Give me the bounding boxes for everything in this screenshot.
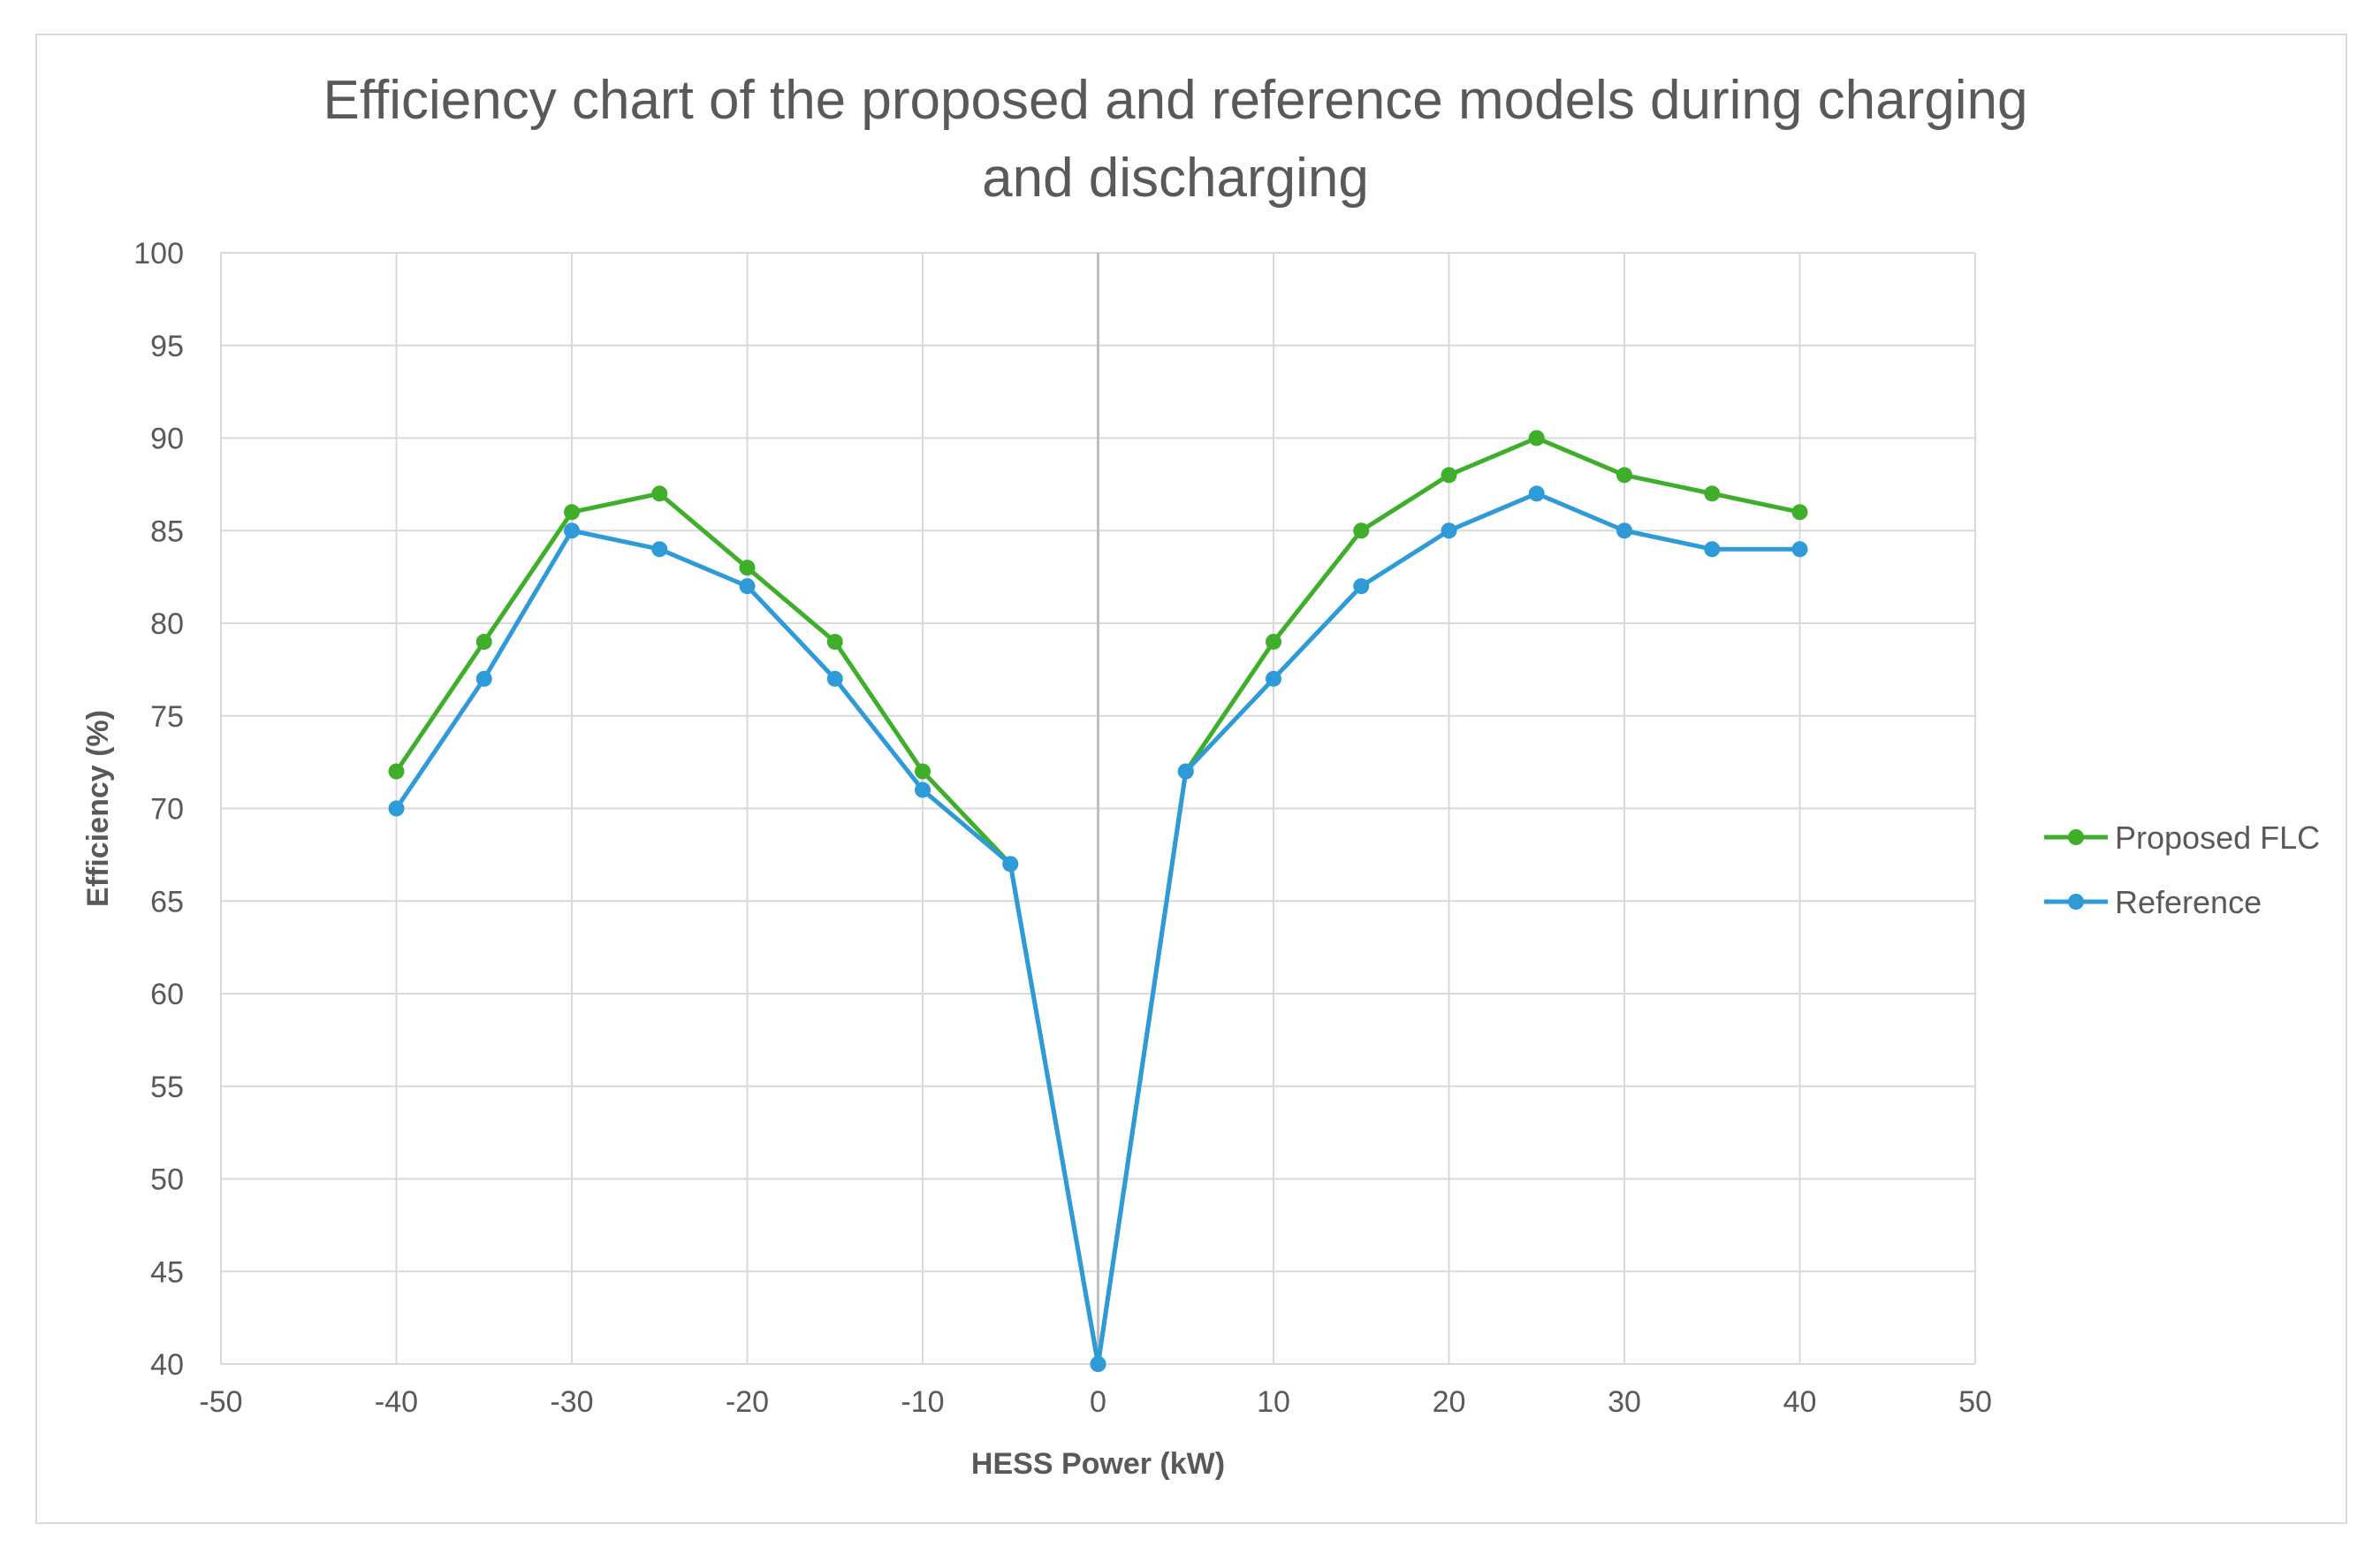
- y-tick-label-55: 55: [150, 1071, 184, 1104]
- data-point-reference-5: [826, 670, 843, 687]
- x-tick-label--10: -10: [901, 1385, 944, 1419]
- y-tick-label-95: 95: [150, 330, 184, 363]
- data-point-proposed-flc-2: [564, 504, 580, 521]
- data-point-reference-8: [1090, 1356, 1106, 1372]
- data-point-proposed-flc-16: [1791, 504, 1808, 521]
- legend-marker-proposed-flc: [2068, 829, 2084, 845]
- data-point-proposed-flc-13: [1528, 430, 1545, 446]
- data-point-proposed-flc-11: [1353, 522, 1370, 539]
- x-tick-label-0: 0: [1090, 1385, 1106, 1419]
- y-tick-label-90: 90: [150, 423, 184, 456]
- legend-marker-reference: [2068, 894, 2084, 910]
- data-point-reference-2: [564, 522, 580, 539]
- data-point-reference-6: [915, 781, 931, 798]
- data-point-reference-11: [1353, 578, 1370, 595]
- data-point-proposed-flc-15: [1704, 485, 1721, 502]
- y-tick-label-60: 60: [150, 978, 184, 1011]
- x-tick-label--30: -30: [550, 1385, 593, 1419]
- x-tick-label-30: 30: [1608, 1385, 1641, 1419]
- y-tick-label-80: 80: [150, 607, 184, 641]
- data-point-reference-10: [1266, 670, 1281, 687]
- x-tick-label--50: -50: [199, 1385, 242, 1419]
- y-tick-label-75: 75: [150, 700, 184, 734]
- x-tick-label-10: 10: [1257, 1385, 1290, 1419]
- x-axis-title: HESS Power (kW): [971, 1447, 1225, 1481]
- data-point-reference-4: [739, 578, 756, 595]
- y-tick-label-50: 50: [150, 1163, 184, 1197]
- chart-title-line-1: Efficiency chart of the proposed and ref…: [323, 70, 2028, 131]
- y-tick-label-85: 85: [150, 515, 184, 548]
- data-point-reference-12: [1441, 522, 1457, 539]
- data-point-reference-13: [1528, 485, 1545, 502]
- data-point-proposed-flc-4: [739, 560, 756, 576]
- x-tick-label-40: 40: [1783, 1385, 1817, 1419]
- data-point-reference-9: [1177, 763, 1194, 780]
- data-point-proposed-flc-1: [475, 633, 492, 650]
- data-point-proposed-flc-14: [1616, 467, 1632, 484]
- y-tick-label-45: 45: [150, 1255, 184, 1289]
- legend-label-reference: Reference: [2115, 884, 2262, 920]
- data-point-reference-1: [475, 670, 492, 687]
- data-point-reference-0: [388, 800, 405, 817]
- chart-title: Efficiency chart of the proposed and ref…: [0, 62, 2351, 217]
- data-point-reference-7: [1002, 856, 1019, 873]
- legend-label-proposed-flc: Proposed FLC: [2115, 819, 2320, 856]
- data-point-proposed-flc-10: [1266, 633, 1281, 650]
- data-point-proposed-flc-0: [388, 763, 405, 780]
- data-point-reference-15: [1704, 541, 1721, 558]
- legend: Proposed FLC Reference: [2044, 819, 2320, 920]
- y-axis-title: Efficiency (%): [81, 710, 115, 907]
- y-tick-label-100: 100: [133, 237, 184, 271]
- x-tick-label-20: 20: [1433, 1385, 1466, 1419]
- y-tick-label-65: 65: [150, 885, 184, 919]
- series: [388, 430, 1808, 1372]
- data-point-proposed-flc-5: [826, 633, 843, 650]
- x-tick-label--40: -40: [375, 1385, 418, 1419]
- data-point-reference-3: [651, 541, 668, 558]
- data-point-reference-16: [1791, 541, 1808, 558]
- y-tick-label-70: 70: [150, 793, 184, 827]
- data-point-proposed-flc-3: [651, 485, 668, 502]
- y-tick-label-40: 40: [150, 1348, 184, 1382]
- chart-title-line-2: and discharging: [982, 148, 1369, 209]
- data-point-proposed-flc-6: [915, 763, 931, 780]
- x-tick-label-50: 50: [1958, 1385, 1992, 1419]
- data-point-proposed-flc-12: [1441, 467, 1457, 484]
- chart-frame: [35, 34, 2347, 1524]
- x-tick-label--20: -20: [726, 1385, 769, 1419]
- data-point-reference-14: [1616, 522, 1632, 539]
